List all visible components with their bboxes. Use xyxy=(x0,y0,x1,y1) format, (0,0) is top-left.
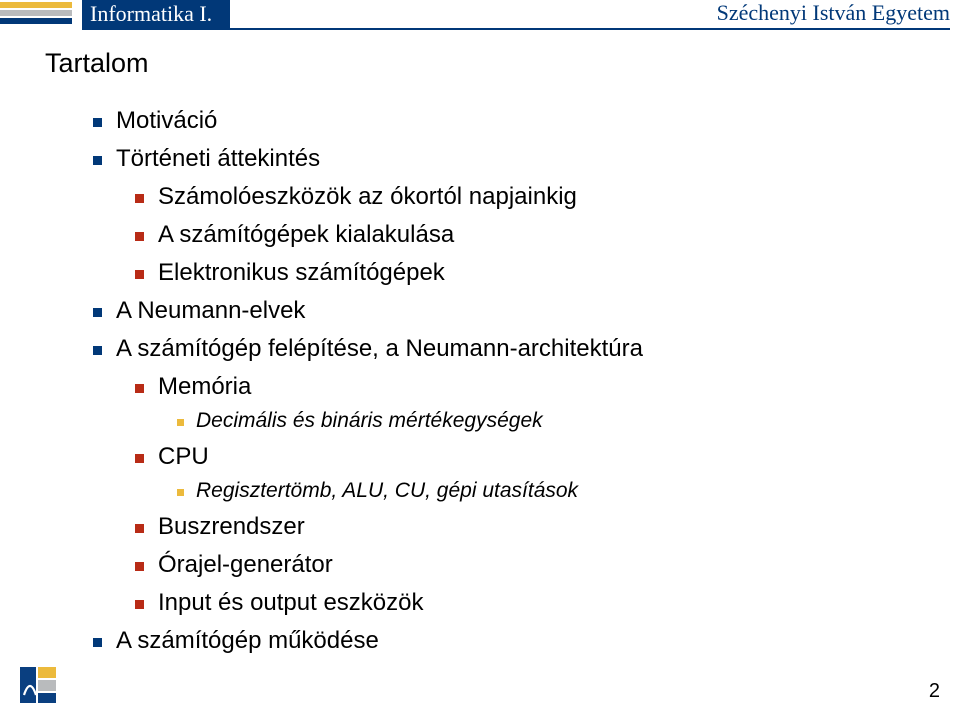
list-item: Elektronikus számítógépek xyxy=(135,259,930,287)
list-item: Számolóeszközök az ókortól napjainkig xyxy=(135,183,930,211)
bullet-icon xyxy=(93,638,102,647)
list-item: Regisztertömb, ALU, CU, gépi utasítások xyxy=(177,479,930,503)
item-label: Memória xyxy=(158,373,251,400)
item-label: A számítógép működése xyxy=(116,627,379,654)
stripe-grey xyxy=(0,10,72,16)
bullet-icon xyxy=(93,308,102,317)
stripe-gold xyxy=(0,2,72,8)
list-item: Decimális és bináris mértékegységek xyxy=(177,409,930,433)
bullet-icon xyxy=(135,270,144,279)
bullet-icon xyxy=(135,384,144,393)
sublist: Számolóeszközök az ókortól napjainkig A … xyxy=(93,183,930,287)
university-logo-icon xyxy=(18,665,58,705)
stripe-blue xyxy=(0,18,72,24)
page-number: 2 xyxy=(929,680,940,703)
list-item: Történeti áttekintés Számolóeszközök az … xyxy=(93,145,930,287)
list-item: Motiváció xyxy=(93,107,930,135)
list-item: A számítógép működése xyxy=(93,627,930,655)
bullet-icon xyxy=(93,118,102,127)
list-item: Buszrendszer xyxy=(135,513,930,541)
institution-name: Széchenyi István Egyetem xyxy=(717,0,950,26)
item-label: Buszrendszer xyxy=(158,513,305,540)
item-label: A számítógépek kialakulása xyxy=(158,221,454,248)
subsublist: Regisztertömb, ALU, CU, gépi utasítások xyxy=(135,479,930,503)
item-label: Számolóeszközök az ókortól napjainkig xyxy=(158,183,577,210)
item-label: Regisztertömb, ALU, CU, gépi utasítások xyxy=(196,479,578,502)
item-label: Órajel-generátor xyxy=(158,551,333,578)
section-title: Tartalom xyxy=(45,48,930,79)
brand-stripes xyxy=(0,2,72,24)
outline-list: Motiváció Történeti áttekintés Számolóes… xyxy=(45,107,930,655)
bullet-icon xyxy=(93,156,102,165)
item-label: Input és output eszközök xyxy=(158,589,424,616)
bullet-icon xyxy=(93,346,102,355)
bullet-icon xyxy=(177,419,184,426)
bullet-icon xyxy=(135,454,144,463)
item-label: Motiváció xyxy=(116,107,217,134)
item-label: Elektronikus számítógépek xyxy=(158,259,445,286)
bullet-icon xyxy=(177,489,184,496)
course-title: Informatika I. xyxy=(82,0,230,30)
list-item: A számítógép felépítése, a Neumann-archi… xyxy=(93,335,930,617)
bullet-icon xyxy=(135,562,144,571)
header: Informatika I. Széchenyi István Egyetem xyxy=(0,0,960,36)
item-label: A Neumann-elvek xyxy=(116,297,305,324)
sublist: Memória Decimális és bináris mértékegysé… xyxy=(93,373,930,617)
list-item: A Neumann-elvek xyxy=(93,297,930,325)
item-label: A számítógép felépítése, a Neumann-archi… xyxy=(116,335,643,362)
list-item: Memória Decimális és bináris mértékegysé… xyxy=(135,373,930,433)
subsublist: Decimális és bináris mértékegységek xyxy=(135,409,930,433)
header-underline xyxy=(82,28,950,30)
bullet-icon xyxy=(135,194,144,203)
list-item: CPU Regisztertömb, ALU, CU, gépi utasítá… xyxy=(135,443,930,503)
item-label: Történeti áttekintés xyxy=(116,145,320,172)
list-item: Input és output eszközök xyxy=(135,589,930,617)
bullet-icon xyxy=(135,524,144,533)
item-label: Decimális és bináris mértékegységek xyxy=(196,409,543,432)
list-item: A számítógépek kialakulása xyxy=(135,221,930,249)
bullet-icon xyxy=(135,600,144,609)
bullet-icon xyxy=(135,232,144,241)
list-item: Órajel-generátor xyxy=(135,551,930,579)
item-label: CPU xyxy=(158,443,209,470)
content-area: Tartalom Motiváció Történeti áttekintés … xyxy=(45,48,930,665)
